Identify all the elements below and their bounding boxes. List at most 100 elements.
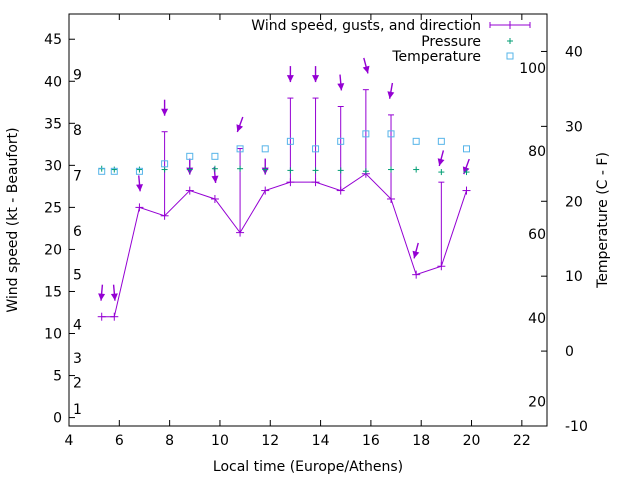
wind-point (311, 178, 320, 187)
beaufort-label: 8 (73, 123, 82, 139)
x-tick-label: 16 (362, 433, 380, 449)
wind-point (412, 270, 421, 279)
pressure-point (186, 166, 193, 173)
fahrenheit-label: 60 (528, 227, 546, 243)
y-tick-label: 35 (44, 116, 62, 132)
pressure-point (463, 169, 470, 176)
direction-arrow (136, 175, 144, 192)
y2-tick-label: 40 (565, 44, 583, 60)
wind-point (387, 194, 396, 203)
y-tick-label: 0 (53, 411, 62, 427)
y-tick-label: 30 (44, 158, 62, 174)
pressure-point (211, 165, 218, 172)
y2-tick-label: 30 (565, 119, 583, 135)
y2-tick-label: 10 (565, 269, 583, 285)
legend-label-wind: Wind speed, gusts, and direction (251, 18, 481, 34)
direction-arrow (236, 116, 244, 133)
y-tick-label: 10 (44, 327, 62, 343)
pressure-point (136, 166, 143, 173)
temperature-point (110, 167, 118, 175)
beaufort-label: 5 (73, 268, 82, 284)
temperature-point (437, 137, 445, 145)
direction-arrow (312, 66, 320, 83)
y2-tick-label: -10 (565, 419, 588, 435)
y-tick-label: 45 (44, 32, 62, 48)
y-tick-label: 20 (44, 242, 62, 258)
y-tick-label: 15 (44, 284, 62, 300)
plot-frame (68, 13, 548, 427)
pressure-point (362, 168, 369, 175)
fahrenheit-label: 20 (528, 394, 546, 410)
temperature-point (211, 152, 219, 160)
temperature-point (186, 152, 194, 160)
pressure-point (111, 166, 118, 173)
x-tick-label: 22 (513, 433, 531, 449)
wind-point (261, 186, 270, 195)
x-axis-label: Local time (Europe/Athens) (213, 459, 403, 475)
direction-arrow (337, 74, 345, 91)
legend-swatch-pressure (507, 38, 513, 44)
pressure-point (337, 167, 344, 174)
wind-speed-line (101, 173, 467, 318)
beaufort-label: 4 (73, 317, 82, 333)
y-tick-label: 25 (44, 200, 62, 216)
pressure-point (438, 169, 445, 176)
beaufort-label: 2 (73, 375, 82, 391)
x-tick-label: 10 (211, 433, 229, 449)
y2-tick-label: 0 (565, 344, 574, 360)
wind-point (462, 186, 471, 195)
temperature-point (387, 130, 395, 138)
wind-point (135, 203, 144, 212)
wind-point (97, 312, 106, 321)
wind-point (236, 228, 245, 237)
pressure-point (388, 166, 395, 173)
direction-arrow (161, 99, 169, 116)
fahrenheit-label: 80 (528, 144, 546, 160)
wind-point (286, 178, 295, 187)
pressure-point (262, 166, 269, 173)
temperature-point (236, 145, 244, 153)
temperature-point (362, 130, 370, 138)
wind-point (437, 262, 446, 271)
direction-arrow (437, 150, 445, 167)
direction-arrow (412, 242, 420, 259)
beaufort-label: 7 (73, 168, 82, 184)
pressure-point (161, 166, 168, 173)
direction-arrow (286, 66, 294, 83)
wind-point (336, 186, 345, 195)
pressure-point (312, 167, 319, 174)
wind-point (210, 194, 219, 203)
legend-label-temperature: Temperature (391, 49, 481, 65)
wind-point (160, 211, 169, 220)
temperature-point (337, 137, 345, 145)
x-tick-label: 18 (412, 433, 430, 449)
temperature-point (312, 145, 320, 153)
direction-arrow (362, 57, 370, 74)
beaufort-label: 3 (73, 351, 82, 367)
direction-arrow (387, 82, 395, 99)
direction-arrow (98, 284, 106, 301)
y-tick-label: 40 (44, 74, 62, 90)
wind-point (185, 186, 194, 195)
direction-arrow (110, 284, 118, 301)
temperature-point (286, 137, 294, 145)
x-tick-label: 6 (115, 433, 124, 449)
beaufort-label: 1 (73, 402, 82, 418)
temperature-point (462, 145, 470, 153)
beaufort-label: 9 (73, 68, 82, 84)
x-tick-label: 12 (261, 433, 279, 449)
y2-tick-label: 20 (565, 194, 583, 210)
temperature-point (135, 167, 143, 175)
fahrenheit-label: 100 (519, 61, 546, 77)
temperature-point (412, 137, 420, 145)
y-axis-label: Wind speed (kt - Beaufort) (5, 127, 21, 312)
x-tick-label: 20 (463, 433, 481, 449)
x-tick-label: 14 (312, 433, 330, 449)
pressure-point (237, 165, 244, 172)
beaufort-label: 6 (73, 224, 82, 240)
y2-axis-label: Temperature (C - F) (595, 152, 611, 289)
x-tick-label: 4 (65, 433, 74, 449)
pressure-point (413, 166, 420, 173)
temperature-point (98, 167, 106, 175)
